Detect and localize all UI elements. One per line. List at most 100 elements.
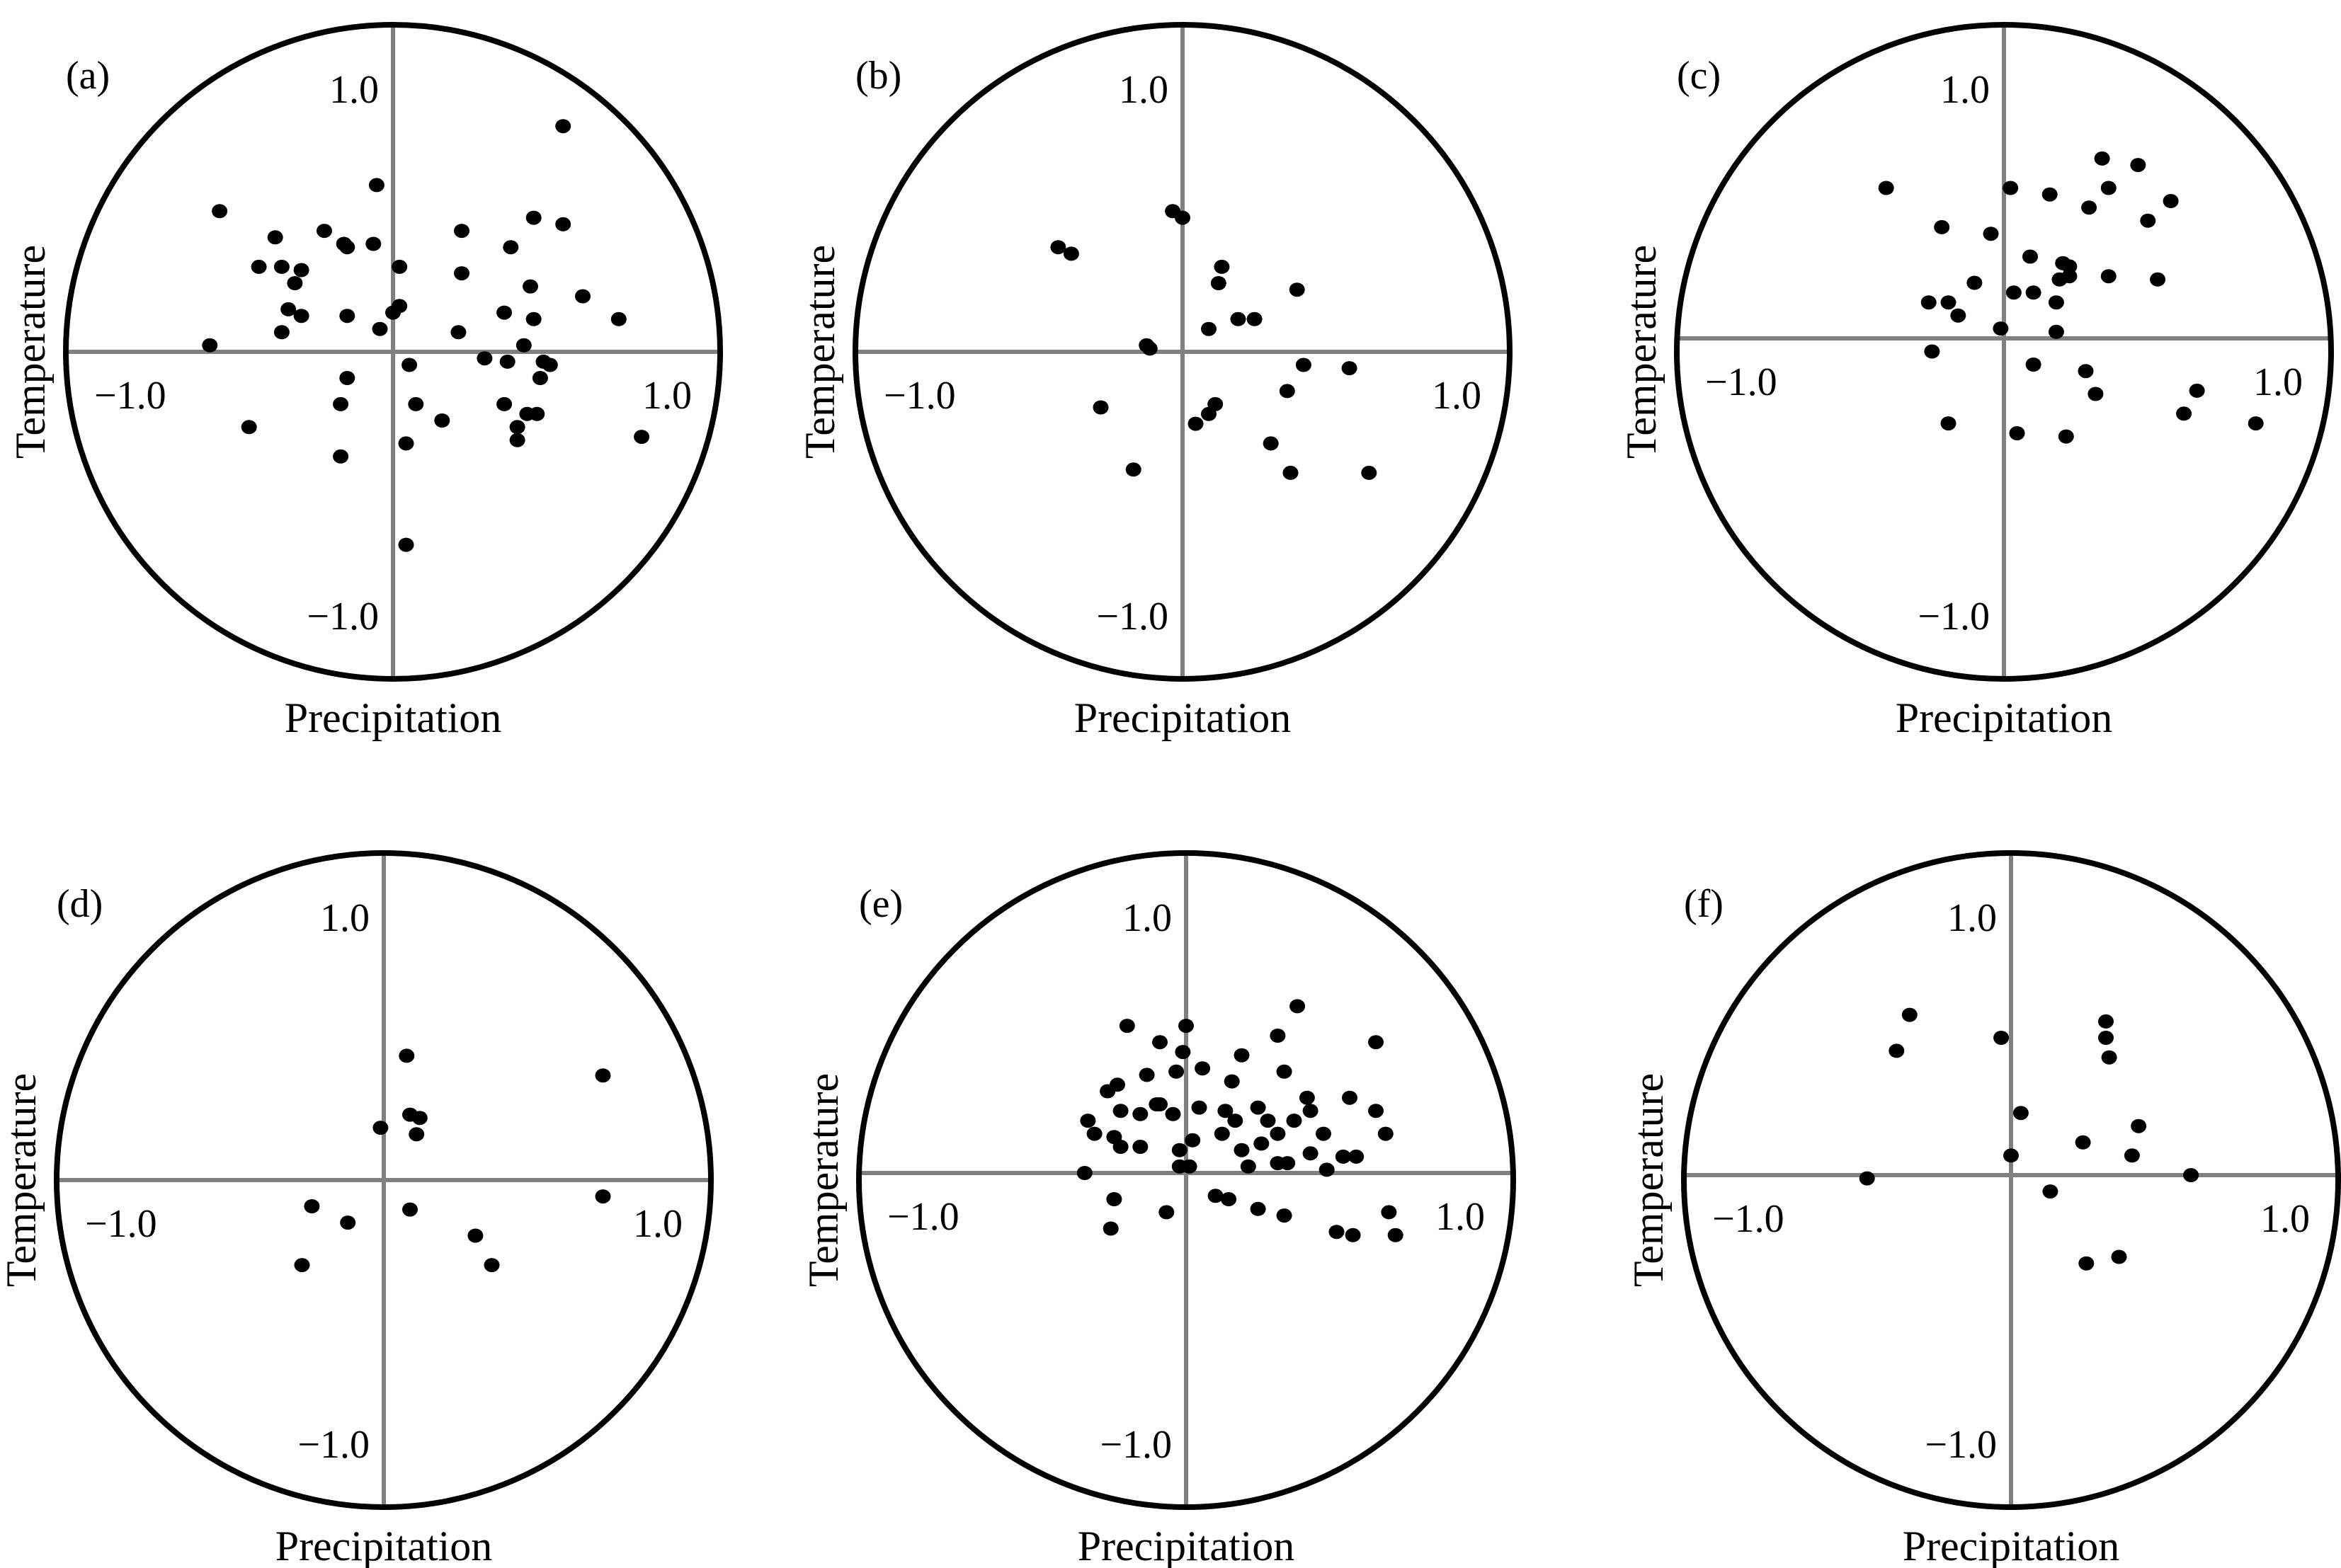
data-point (1210, 276, 1226, 290)
data-point (484, 1258, 500, 1273)
data-point (2025, 285, 2041, 300)
data-point (1920, 295, 1937, 310)
data-point (392, 259, 408, 274)
data-point (1924, 344, 1940, 359)
panel-b: (b) 1.0 −1.0 −1.0 1.0 Precipitation Temperatur… (797, 22, 1513, 741)
data-point (523, 279, 538, 294)
data-point (555, 217, 571, 231)
data-point (2130, 158, 2146, 173)
data-point (450, 325, 467, 340)
data-point (454, 266, 469, 281)
data-point (1859, 1171, 1875, 1186)
data-point (1302, 1104, 1318, 1118)
data-point (1214, 259, 1230, 274)
correlation-circle (1674, 22, 2334, 682)
data-point (2042, 1184, 2058, 1199)
data-point (1289, 999, 1306, 1014)
data-point (499, 354, 516, 369)
data-point (532, 371, 548, 385)
data-point (634, 430, 650, 445)
panel-label: (f) (1684, 882, 1724, 926)
data-points (1076, 999, 1403, 1242)
data-point (1983, 227, 1999, 241)
data-point (1263, 436, 1279, 451)
data-points (1050, 204, 1377, 480)
data-point (1289, 282, 1305, 297)
data-point (1250, 1100, 1266, 1115)
y-tick-min: −1.0 (307, 595, 379, 639)
data-point (529, 406, 545, 421)
x-tick-max: 1.0 (2260, 1197, 2310, 1241)
y-tick-max: 1.0 (1122, 896, 1172, 940)
correlation-circle (63, 22, 723, 682)
data-point (2003, 181, 2019, 195)
data-point (317, 224, 332, 239)
data-points (202, 119, 650, 552)
data-point (398, 436, 414, 451)
data-point (1191, 1100, 1207, 1115)
correlation-circle (856, 850, 1516, 1510)
panel-d: (d) 1.0 −1.0 −1.0 1.0 Precipitation Temperatur… (0, 850, 714, 1568)
data-point (2078, 364, 2094, 379)
data-point (1106, 1130, 1122, 1145)
data-point (1110, 1077, 1125, 1092)
data-point (496, 396, 513, 411)
data-point (1086, 1126, 1103, 1141)
data-point (2078, 1256, 2095, 1271)
y-tick-min: −1.0 (1100, 1423, 1172, 1467)
correlation-circle (1681, 850, 2341, 1510)
data-point (1207, 1189, 1224, 1203)
data-point (1093, 400, 1109, 415)
data-point (1280, 1156, 1296, 1171)
axes (66, 25, 720, 679)
panel-a: (a) 1.0 −1.0 −1.0 1.0 Precipitation Temperatur… (7, 22, 723, 741)
x-tick-min: −1.0 (1712, 1197, 1784, 1241)
data-point (368, 178, 385, 193)
y-axis-title: Temperature (7, 245, 54, 459)
data-point (1276, 1208, 1292, 1223)
data-point (1377, 1126, 1394, 1141)
circular-plots: (a) 1.0 −1.0 −1.0 1.0 Precipitation Temperatur… (0, 22, 2341, 1568)
data-point (339, 240, 355, 255)
x-tick-max: 1.0 (633, 1202, 683, 1246)
data-point (2048, 295, 2064, 310)
data-point (1246, 311, 1263, 326)
data-point (251, 259, 267, 274)
data-point (1240, 1159, 1256, 1174)
y-axis-title: Temperature (1618, 245, 1665, 459)
x-axis-title: Precipitation (275, 1523, 493, 1568)
data-points (294, 1048, 611, 1273)
data-point (1201, 321, 1217, 336)
data-point (408, 396, 424, 411)
data-point (2058, 429, 2074, 444)
y-tick-min: −1.0 (1096, 595, 1168, 639)
data-point (2025, 357, 2041, 372)
data-point (1901, 1007, 1918, 1022)
x-axis-title: Precipitation (1903, 1523, 2120, 1568)
data-point (333, 396, 349, 411)
data-point (2100, 269, 2117, 284)
data-point (273, 325, 290, 340)
data-point (1328, 1225, 1345, 1240)
y-axis-title: Temperature (800, 1073, 847, 1287)
data-point (1260, 1114, 1276, 1128)
data-point (1125, 462, 1141, 477)
data-point (1165, 1106, 1181, 1121)
data-point (2098, 1031, 2114, 1045)
data-point (1368, 1035, 1384, 1050)
data-point (1335, 1149, 1351, 1164)
axes (855, 25, 1510, 679)
y-tick-max: 1.0 (1940, 68, 1990, 112)
data-point (2100, 181, 2117, 195)
data-point (1342, 1090, 1357, 1105)
data-point (212, 204, 228, 219)
data-point (1050, 240, 1066, 255)
data-point (2101, 1050, 2117, 1065)
panel-label: (e) (859, 882, 903, 926)
data-point (1158, 1205, 1175, 1220)
data-point (434, 413, 450, 428)
data-point (2061, 259, 2078, 274)
data-point (516, 338, 532, 353)
data-point (1348, 1149, 1365, 1164)
